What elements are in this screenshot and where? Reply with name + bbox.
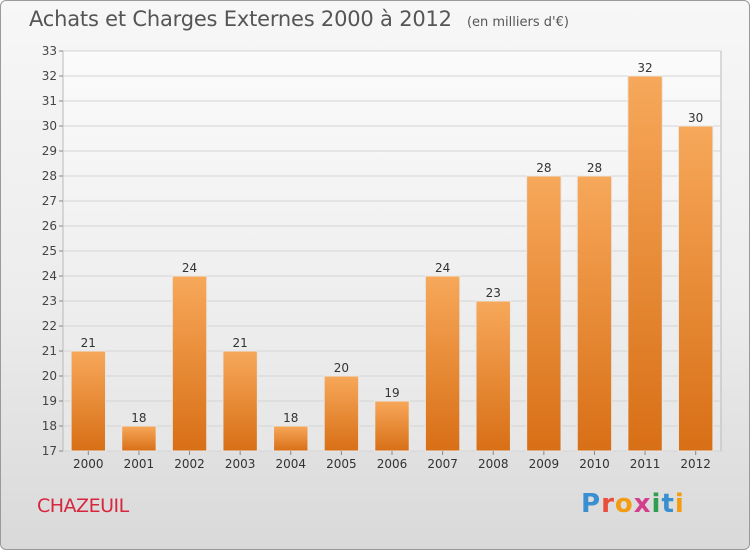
bar-value-label: 24 bbox=[182, 261, 197, 275]
y-tick-label: 17 bbox=[42, 444, 57, 458]
y-tick-label: 25 bbox=[42, 244, 57, 258]
y-tick-label: 24 bbox=[42, 269, 57, 283]
logo-letter: o bbox=[614, 489, 634, 519]
y-tick-label: 30 bbox=[42, 119, 57, 133]
bar-2006 bbox=[374, 400, 410, 452]
y-tick-label: 23 bbox=[42, 294, 57, 308]
x-axis: 2000 2001 2002 2003 2004 2005 2006 2007 2008 2009… bbox=[73, 451, 711, 471]
chart-unit: (en milliers d'€) bbox=[466, 15, 569, 30]
x-tick-label: 2007 bbox=[427, 457, 458, 471]
bar-value-label: 23 bbox=[486, 286, 501, 300]
y-tick-label: 19 bbox=[42, 394, 57, 408]
proxiti-logo[interactable]: Proxiti bbox=[581, 489, 685, 519]
x-tick-label: 2011 bbox=[630, 457, 661, 471]
bar-2003 bbox=[222, 350, 258, 452]
data-labels: 21 18 24 21 18 20 19 24 23 28 28 32 30 bbox=[81, 61, 704, 425]
y-tick-label: 27 bbox=[42, 194, 57, 208]
bar-2002 bbox=[171, 275, 208, 452]
x-tick-label: 2008 bbox=[478, 457, 509, 471]
x-tick-label: 2006 bbox=[377, 457, 408, 471]
bar-2009 bbox=[526, 175, 562, 452]
y-tick-label: 28 bbox=[42, 169, 57, 183]
bars bbox=[70, 75, 714, 452]
logo-letter: r bbox=[601, 489, 615, 519]
logo-letter: P bbox=[581, 489, 602, 519]
x-tick-label: 2005 bbox=[326, 457, 357, 471]
y-tick-label: 22 bbox=[42, 319, 57, 333]
bar-2010 bbox=[576, 175, 613, 452]
logo-letter: i bbox=[674, 489, 685, 519]
bar-2008 bbox=[475, 300, 511, 452]
chart-title: Achats et Charges Externes 2000 à 2012 bbox=[29, 7, 452, 31]
logo-letter: x bbox=[633, 489, 652, 519]
logo-letter: t bbox=[661, 489, 675, 519]
bar-value-label: 24 bbox=[435, 261, 450, 275]
logo-letter: i bbox=[651, 489, 662, 519]
bar-value-label: 18 bbox=[131, 411, 146, 425]
x-tick-label: 2012 bbox=[680, 457, 711, 471]
x-tick-label: 2003 bbox=[225, 457, 256, 471]
y-tick-label: 33 bbox=[42, 44, 57, 58]
bar-2012 bbox=[677, 125, 714, 452]
bar-value-label: 19 bbox=[384, 386, 399, 400]
y-tick-label: 21 bbox=[42, 344, 57, 358]
y-tick-label: 31 bbox=[42, 94, 57, 108]
y-tick-label: 26 bbox=[42, 219, 57, 233]
bar-2007 bbox=[424, 275, 461, 452]
chart-title-block: Achats et Charges Externes 2000 à 2012 (… bbox=[29, 7, 569, 31]
bar-2011 bbox=[627, 75, 663, 452]
bar-value-label: 21 bbox=[233, 336, 248, 350]
x-tick-label: 2010 bbox=[579, 457, 610, 471]
x-tick-label: 2000 bbox=[73, 457, 104, 471]
bar-2001 bbox=[121, 425, 157, 452]
bar-value-label: 28 bbox=[536, 161, 551, 175]
bar-value-label: 18 bbox=[283, 411, 298, 425]
bar-value-label: 28 bbox=[587, 161, 602, 175]
y-tick-label: 32 bbox=[42, 69, 57, 83]
bar-value-label: 32 bbox=[637, 61, 652, 75]
y-tick-label: 20 bbox=[42, 369, 57, 383]
y-tick-label: 29 bbox=[42, 144, 57, 158]
bar-value-label: 21 bbox=[81, 336, 96, 350]
bar-value-label: 20 bbox=[334, 361, 349, 375]
x-tick-label: 2002 bbox=[174, 457, 205, 471]
bar-2004 bbox=[273, 425, 309, 452]
y-axis: 17 18 19 20 21 22 23 24 25 26 27 28 29 30 31 32 33 bbox=[42, 44, 63, 458]
x-tick-label: 2001 bbox=[124, 457, 155, 471]
y-tick-label: 18 bbox=[42, 419, 57, 433]
x-tick-label: 2009 bbox=[529, 457, 560, 471]
x-tick-label: 2004 bbox=[275, 457, 306, 471]
bar-value-label: 30 bbox=[688, 111, 703, 125]
city-name: CHAZEUIL bbox=[37, 495, 129, 517]
bar-2000 bbox=[70, 350, 107, 452]
bar-2005 bbox=[323, 375, 360, 452]
